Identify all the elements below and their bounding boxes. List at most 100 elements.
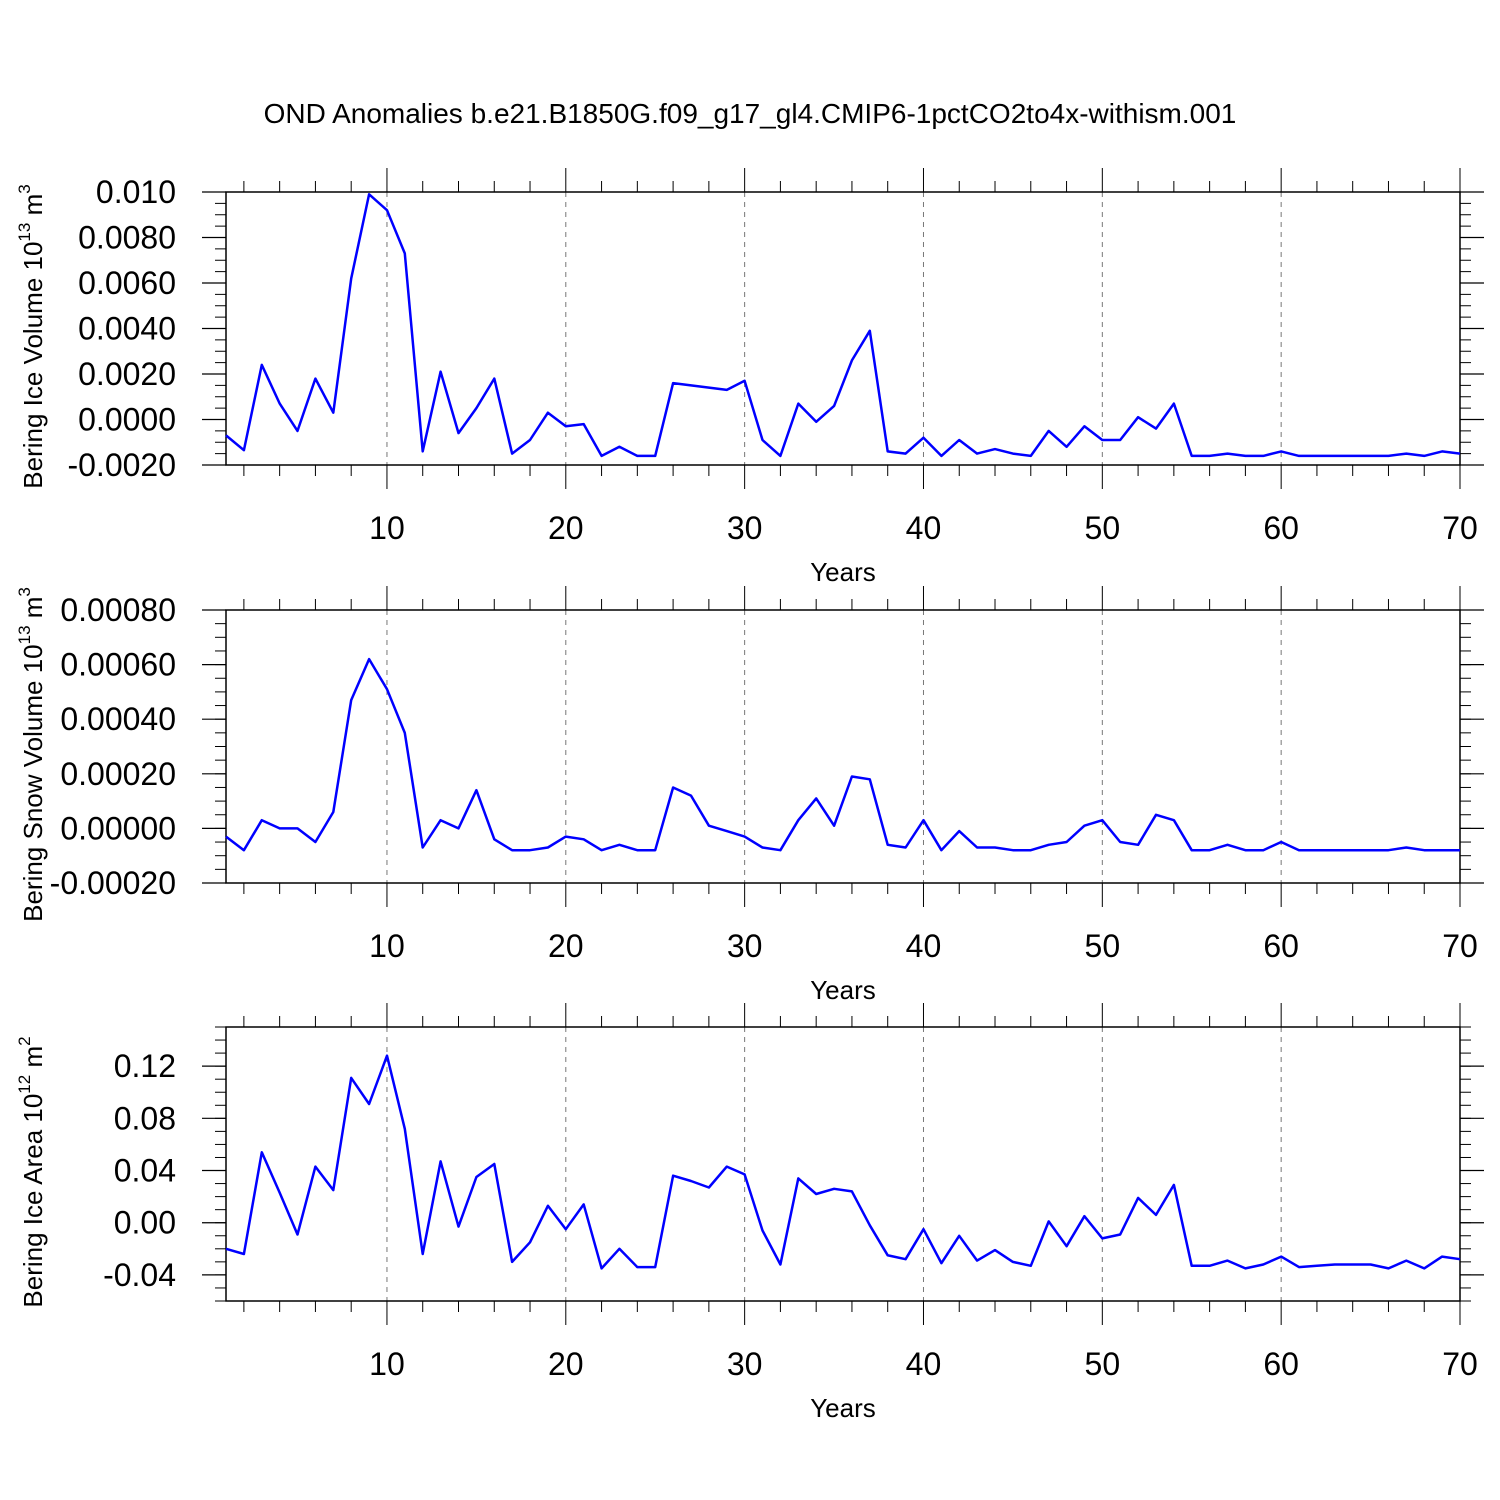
data-point xyxy=(851,776,853,778)
data-point xyxy=(1387,849,1389,851)
data-point xyxy=(225,836,227,838)
data-point xyxy=(1244,849,1246,851)
data-point xyxy=(350,1077,352,1079)
data-point xyxy=(314,841,316,843)
data-point xyxy=(762,439,764,441)
y-axis-title-part: 13 xyxy=(15,625,34,644)
data-point xyxy=(1137,844,1139,846)
data-point xyxy=(708,387,710,389)
chart-panel-1: 0.010 0.0080 0.0060 0.0040 0.0020 0.0000 -0.00… xyxy=(15,168,1484,587)
data-point xyxy=(618,1248,620,1250)
data-point xyxy=(887,1254,889,1256)
data-point xyxy=(1370,849,1372,851)
data-point xyxy=(690,384,692,386)
data-point xyxy=(386,1055,388,1057)
data-point xyxy=(1030,1265,1032,1267)
y-axis-title-part: m xyxy=(18,194,48,223)
data-point xyxy=(547,412,549,414)
chart-title: OND Anomalies b.e21.B1850G.f09_g17_gl4.C… xyxy=(263,98,1237,129)
data-point xyxy=(1441,849,1443,851)
data-point xyxy=(422,1253,424,1255)
data-point xyxy=(583,423,585,425)
x-tick-label: 60 xyxy=(1263,1346,1299,1382)
data-point xyxy=(690,1180,692,1182)
data-point xyxy=(976,847,978,849)
data-point xyxy=(440,1160,442,1162)
data-point xyxy=(332,1189,334,1191)
y-axis-title: Bering Snow Volume 1013 m3 xyxy=(15,587,48,922)
x-tick-label: 30 xyxy=(727,1346,763,1382)
data-point xyxy=(386,209,388,211)
data-point xyxy=(1012,1261,1014,1263)
data-point xyxy=(1155,1214,1157,1216)
data-point xyxy=(422,847,424,849)
data-point xyxy=(457,827,459,829)
data-point xyxy=(1048,430,1050,432)
data-point xyxy=(332,412,334,414)
y-axis-title-part: 3 xyxy=(15,587,34,596)
data-point xyxy=(261,819,263,821)
y-tick-label: 0.04 xyxy=(114,1153,176,1189)
data-point xyxy=(797,1177,799,1179)
data-point xyxy=(1459,849,1461,851)
data-point xyxy=(1066,446,1068,448)
data-point xyxy=(815,797,817,799)
data-point xyxy=(350,277,352,279)
series-line xyxy=(225,1054,1461,1270)
data-point xyxy=(1334,1263,1336,1265)
data-point xyxy=(243,449,245,451)
data-point xyxy=(279,403,281,405)
data-point xyxy=(940,455,942,457)
plot-frame xyxy=(225,609,1461,884)
data-point xyxy=(905,1258,907,1260)
data-point xyxy=(1155,814,1157,816)
x-tick-label: 40 xyxy=(906,1346,942,1382)
data-point xyxy=(225,434,227,436)
y-axis-title-part: 2 xyxy=(15,1036,34,1045)
data-point xyxy=(1101,1237,1103,1239)
data-point xyxy=(1423,455,1425,457)
data-point xyxy=(1048,1220,1050,1222)
x-tick-label: 40 xyxy=(906,928,942,964)
data-point xyxy=(1030,455,1032,457)
x-tick-label: 60 xyxy=(1263,928,1299,964)
data-point xyxy=(1244,455,1246,457)
y-tick-label: 0.0000 xyxy=(78,402,176,438)
data-point xyxy=(1173,403,1175,405)
y-axis-title-part: Bering Ice Area 10 xyxy=(18,1094,48,1308)
data-point xyxy=(1387,455,1389,457)
data-point xyxy=(1423,1267,1425,1269)
data-point xyxy=(1137,416,1139,418)
data-point xyxy=(475,407,477,409)
data-point xyxy=(475,1176,477,1178)
data-point xyxy=(833,825,835,827)
data-point xyxy=(636,1266,638,1268)
data-point xyxy=(672,382,674,384)
y-axis-title: Bering Ice Area 1012 m2 xyxy=(15,1036,48,1307)
data-point xyxy=(565,1228,567,1230)
data-point xyxy=(1262,455,1264,457)
data-point xyxy=(583,838,585,840)
data-point xyxy=(922,819,924,821)
data-point xyxy=(636,455,638,457)
data-point xyxy=(350,699,352,701)
x-tick-label: 50 xyxy=(1085,510,1121,546)
data-point xyxy=(1191,1265,1193,1267)
data-point xyxy=(547,1205,549,1207)
data-point xyxy=(1262,849,1264,851)
data-point xyxy=(1316,849,1318,851)
data-point xyxy=(1405,847,1407,849)
data-point xyxy=(1459,1258,1461,1260)
data-point xyxy=(1298,1266,1300,1268)
y-tick-label: 0.0080 xyxy=(78,220,176,256)
data-point xyxy=(1352,1263,1354,1265)
data-point xyxy=(314,1166,316,1168)
chart-panel-3: 0.12 0.08 0.04 0.00 -0.04 10 20 30 40 50 60 70 Years… xyxy=(15,1003,1484,1423)
data-point xyxy=(654,849,656,851)
plot-frame xyxy=(225,1026,1461,1302)
data-point xyxy=(708,825,710,827)
data-point xyxy=(583,1203,585,1205)
data-point xyxy=(1066,1245,1068,1247)
data-point xyxy=(779,1263,781,1265)
data-point xyxy=(744,836,746,838)
